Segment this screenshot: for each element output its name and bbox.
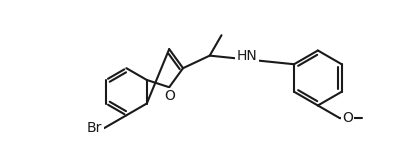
Text: O: O (163, 89, 174, 103)
Text: HN: HN (236, 49, 257, 63)
Text: Br: Br (87, 121, 102, 135)
Text: O: O (341, 111, 352, 125)
